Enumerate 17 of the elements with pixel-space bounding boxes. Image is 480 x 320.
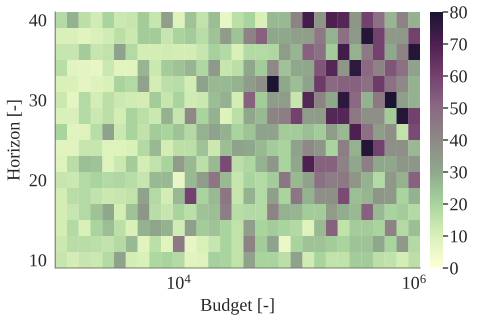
y-tick-label: 40	[29, 14, 46, 26]
x-axis-title: Budget [-]	[200, 298, 274, 315]
color-bar-label: 70	[450, 38, 467, 50]
color-bar-label: 30	[450, 166, 467, 178]
color-bar-label: 0	[450, 262, 458, 274]
color-bar-label: 40	[450, 134, 467, 146]
color-bar-label: 80	[450, 6, 467, 18]
color-bar-label: 50	[450, 102, 467, 114]
color-bar-label: 20	[450, 198, 467, 210]
x-tick-label: 10$^{4}$	[168, 274, 191, 289]
x-tick-label: 10$^{6}$	[403, 274, 426, 289]
y-tick-label: 20	[30, 174, 46, 186]
color-bar-label: 60	[450, 70, 467, 82]
y-axis-title: Horizon [-]	[6, 100, 22, 180]
y-tick-label: 30	[30, 94, 46, 106]
color-bar-label: 10	[451, 230, 467, 242]
y-tick-label: 10	[30, 254, 46, 266]
